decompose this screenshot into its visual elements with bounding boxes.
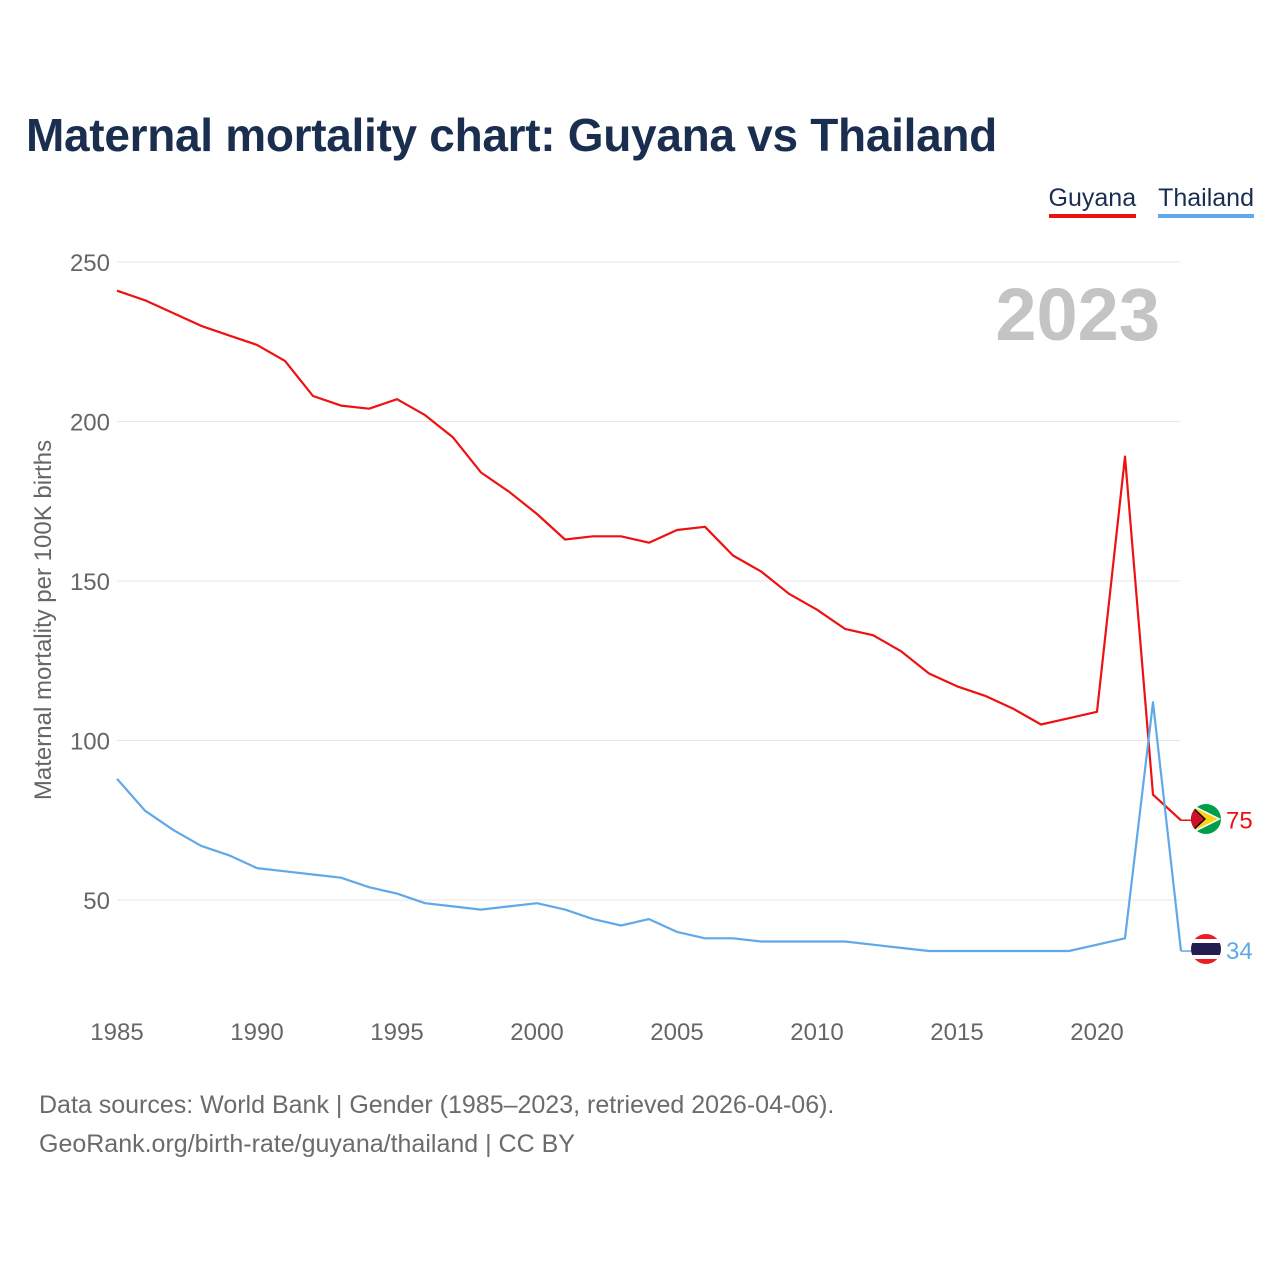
gridlines [117, 261, 1180, 901]
guyana-flag-icon [1191, 804, 1221, 834]
footer-link[interactable]: GeoRank.org/birth-rate/guyana/thailand |… [39, 1130, 575, 1158]
x-tick-label: 2020 [1070, 1019, 1123, 1046]
x-tick-label: 1990 [230, 1019, 283, 1046]
x-tick-label: 2010 [790, 1019, 843, 1046]
end-value-label-guyana: 75 [1226, 807, 1253, 834]
footer: Data sources: World Bank | Gender (1985–… [39, 1086, 834, 1164]
year-watermark: 2023 [995, 273, 1160, 356]
x-tick-label: 1985 [90, 1019, 143, 1046]
y-tick-label: 50 [83, 888, 110, 915]
page-title: Maternal mortality chart: Guyana vs Thai… [26, 109, 997, 161]
y-tick-label: 200 [70, 410, 110, 437]
y-tick-label: 250 [70, 250, 110, 277]
legend: Guyana Thailand [1048, 184, 1254, 218]
x-tick-label: 2005 [650, 1019, 703, 1046]
y-axis-label: Maternal mortality per 100K births [30, 440, 57, 800]
footer-sources: Data sources: World Bank | Gender (1985–… [39, 1091, 835, 1119]
y-axis-ticks: 50 100 150 200 250 [70, 250, 110, 915]
series-lines: 75 34 [116, 289, 1253, 965]
y-tick-label: 150 [70, 569, 110, 596]
x-axis-ticks: 1985 1990 1995 2000 2005 2010 2015 2020 [90, 1019, 1123, 1046]
legend-item-guyana[interactable]: Guyana [1048, 184, 1137, 218]
y-tick-label: 100 [70, 729, 110, 756]
thailand-flag-icon [1191, 934, 1221, 964]
end-value-label-thailand: 34 [1226, 938, 1253, 965]
series-line-guyana [116, 289, 1182, 822]
series-line-thailand [116, 701, 1183, 953]
x-tick-label: 2000 [510, 1019, 563, 1046]
x-tick-label: 1995 [370, 1019, 423, 1046]
x-tick-label: 2015 [930, 1019, 983, 1046]
legend-item-thailand[interactable]: Thailand [1158, 184, 1254, 218]
